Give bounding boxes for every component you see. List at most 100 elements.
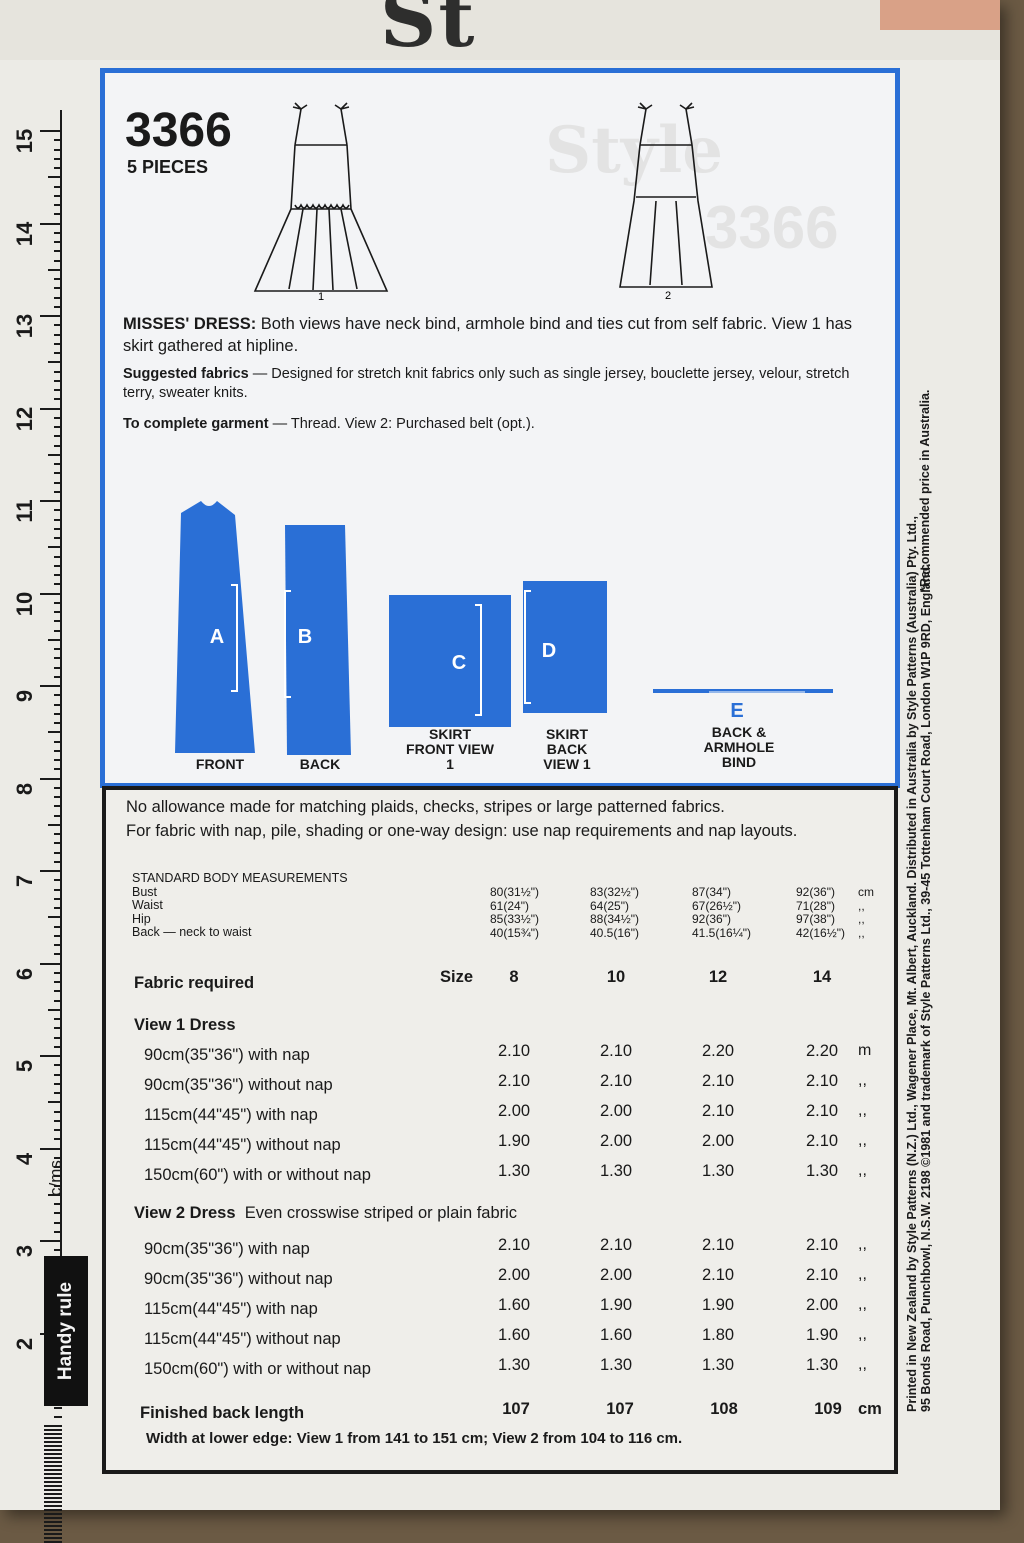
ruler-tick (54, 278, 62, 280)
fabric-unit: ,, (858, 1326, 867, 1343)
ruler-tick (44, 1481, 62, 1483)
finished-8: 107 (502, 1400, 530, 1418)
ruler-tick (54, 157, 62, 160)
fabric-unit: ,, (858, 1102, 867, 1119)
ruler-tick (44, 1445, 62, 1447)
fabric-value: 1.90 (805, 1326, 839, 1344)
measurement-row-waist: Waist (132, 898, 163, 912)
ruler-tick (54, 796, 62, 798)
suggested-fabrics: Suggested fabrics — Designed for stretch… (123, 365, 883, 403)
ruler-tick (54, 259, 62, 262)
fabric-value: 2.00 (497, 1102, 531, 1120)
ruler-tick (44, 1489, 62, 1491)
ruler-tick (54, 694, 62, 697)
ruler-tick (44, 1433, 62, 1435)
piece-b-letter: B (298, 626, 312, 648)
ruler-tick (54, 564, 62, 567)
fabric-row-label: 90cm(35"36") without nap (144, 1076, 333, 1094)
ruler-tick (54, 1203, 62, 1205)
piece-d-label: SKIRT BACK VIEW 1 (543, 726, 591, 772)
ruler-tick (40, 870, 62, 872)
ruler-tick (44, 1465, 62, 1467)
complete-text: — Thread. View 2: Purchased belt (opt.). (272, 416, 535, 432)
ruler-tick (54, 657, 62, 660)
ruler-number: 10 (12, 591, 37, 616)
ruler-tick (54, 666, 62, 669)
size-14: 14 (812, 968, 832, 986)
fabric-row-label: 115cm(44"45") with nap (144, 1300, 318, 1318)
ruler-tick (48, 1008, 62, 1011)
ghost-number: 3366 (705, 194, 839, 261)
ruler-tick (48, 546, 62, 549)
ruler-tick (40, 315, 62, 317)
measurement-column-12: 87(34") 67(26½") 92(36") 41.5(16¼") (692, 885, 751, 940)
ruler-tick (54, 1156, 62, 1159)
ruler-tick (48, 361, 62, 364)
fabric-value: 1.90 (497, 1132, 531, 1150)
ruler-tick (44, 1473, 62, 1475)
fabric-unit: ,, (858, 1132, 867, 1149)
ruler-number: 7 (12, 874, 37, 888)
ruler-tick (54, 389, 62, 391)
ruler-tick (54, 999, 62, 1002)
fabric-row-label: 115cm(44"45") without nap (144, 1136, 341, 1154)
note-nap: For fabric with nap, pile, shading or on… (126, 822, 798, 840)
ruler-tick (54, 463, 62, 465)
ruler-tick (44, 1537, 62, 1539)
pattern-info-box: Style 3366 3366 5 PIECES 1 (100, 68, 900, 788)
ruler-number: 12 (12, 406, 37, 431)
ruler-tick (54, 370, 62, 373)
ruler-tick (40, 777, 62, 780)
fabrics-label: Suggested fabrics (123, 366, 249, 382)
size-10: 10 (606, 968, 626, 986)
ruler-tick (40, 407, 62, 410)
finished-back-length-label: Finished back length (140, 1404, 305, 1422)
ruler-tick (54, 305, 62, 308)
ruler-tick (54, 925, 62, 928)
ruler-tick (48, 268, 62, 271)
ruler-tick (40, 1147, 62, 1150)
fabric-required-label: Fabric required (134, 974, 255, 992)
ruler-tick (54, 611, 62, 613)
fabric-value: 2.00 (599, 1266, 633, 1284)
ruler-tick (54, 1064, 62, 1067)
ruler-tick (48, 1193, 62, 1196)
fabric-value: 2.00 (805, 1296, 839, 1314)
size-label: Size (440, 968, 474, 986)
piece-b-label: BACK (299, 756, 341, 772)
fabric-value: 1.30 (599, 1356, 633, 1374)
handy-ruler: 15 14 13 12 11 10 9 8 7 6 5 4 3 2 (10, 110, 62, 1543)
finished-unit: cm (858, 1400, 882, 1418)
fabric-value: 2.10 (701, 1266, 735, 1284)
piece-b-shape (285, 525, 351, 755)
ruler-tick (54, 712, 62, 715)
ruler-tick (54, 1230, 62, 1233)
fabric-value: 1.60 (599, 1326, 633, 1344)
ruler-tick (54, 287, 62, 290)
ruler-tick (54, 971, 62, 974)
description-title: MISSES' DRESS: (123, 315, 257, 333)
ruler-tick (54, 194, 62, 197)
fabric-unit: ,, (858, 1296, 867, 1313)
fabric-value: 2.00 (497, 1266, 531, 1284)
view1-dress-drawing: 1 (253, 102, 389, 301)
ruler-tick (54, 435, 62, 438)
ruler-tick (44, 1485, 62, 1487)
ruler-tick (54, 537, 62, 539)
fabric-unit: ,, (858, 1162, 867, 1179)
fabric-unit: ,, (858, 1356, 867, 1373)
fabric-value: 2.10 (805, 1236, 839, 1254)
ruler-tick (54, 518, 62, 521)
ruler-tick (54, 241, 62, 243)
printer-info-line2: 95 Bonds Road, Punchbowl, N.S.W. 2198 ©1… (919, 563, 933, 1412)
note-plaids: No allowance made for matching plaids, c… (126, 798, 725, 816)
ruler-tick (54, 324, 62, 327)
fabric-unit: ,, (858, 1266, 867, 1283)
ruler-tick (54, 185, 62, 188)
piece-e-shape (653, 689, 833, 693)
fabric-row-label: 90cm(35"36") without nap (144, 1270, 333, 1288)
ruler-tick (54, 379, 62, 382)
fabric-row-label: 115cm(44"45") without nap (144, 1330, 341, 1348)
ruler-tick (54, 888, 62, 891)
ruler-number: 8 (12, 782, 37, 795)
